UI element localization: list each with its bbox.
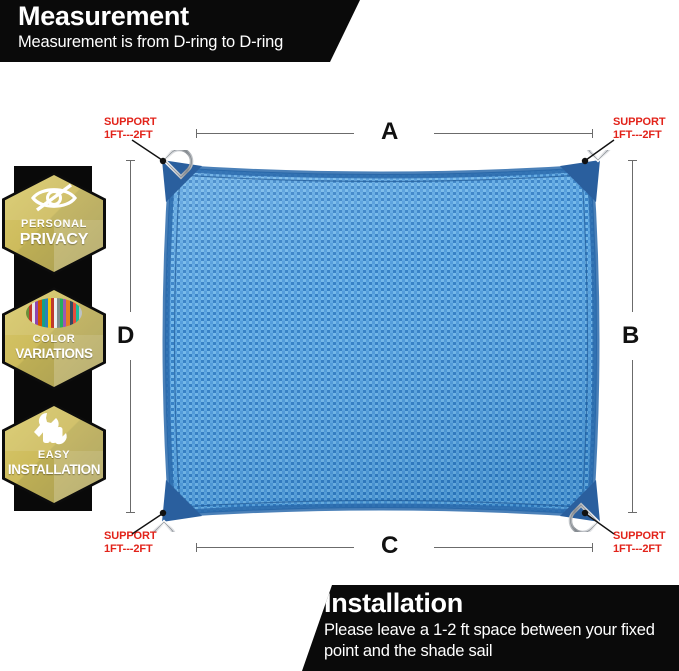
badge-personal-privacy: PERSONAL PRIVACY xyxy=(2,172,106,275)
dimension-line-b-top xyxy=(632,160,633,312)
dimension-label-c: C xyxy=(381,532,399,559)
measurement-title: Measurement xyxy=(18,1,189,31)
dimension-line-a-left xyxy=(196,133,354,134)
measurement-banner: Measurement Measurement is from D-ring t… xyxy=(0,0,360,62)
badge-big-label: INSTALLATION xyxy=(7,462,101,477)
support-leader-bottom-left xyxy=(131,509,167,535)
eye-slash-icon xyxy=(2,178,106,218)
support-callout-top-right: SUPPORT 1FT---2FT xyxy=(613,116,666,141)
support-line-2: 1FT---2FT xyxy=(613,542,662,555)
installation-banner: Installation Please leave a 1-2 ft space… xyxy=(302,585,679,671)
support-line-2: 1FT---2FT xyxy=(613,128,662,141)
dimension-label-b: B xyxy=(622,322,640,349)
dimension-line-d-bottom xyxy=(130,360,131,512)
dimension-cap xyxy=(126,160,135,161)
badge-easy-installation: EASY INSTALLATION xyxy=(2,403,106,506)
dimension-cap xyxy=(592,129,593,138)
badge-big-label: VARIATIONS xyxy=(15,346,93,361)
hand-wrench-icon xyxy=(2,409,106,449)
shade-sail-image xyxy=(144,130,618,552)
dimension-label-a: A xyxy=(381,118,399,145)
support-line-2: 1FT---2FT xyxy=(104,128,153,141)
color-stripes-icon xyxy=(2,293,106,333)
dimension-cap xyxy=(126,512,135,513)
dimension-cap xyxy=(628,512,637,513)
dimension-label-d: D xyxy=(117,322,135,349)
dimension-line-c-left xyxy=(196,547,354,548)
dimension-cap xyxy=(592,543,593,552)
support-line-1: SUPPORT xyxy=(613,116,666,128)
support-line-1: SUPPORT xyxy=(104,116,157,128)
dimension-cap xyxy=(628,160,637,161)
support-callout-bottom-right: SUPPORT 1FT---2FT xyxy=(613,530,666,555)
dimension-line-b-bottom xyxy=(632,360,633,512)
badge-small-label: COLOR xyxy=(32,333,76,345)
support-leader-top-left xyxy=(131,139,167,165)
support-line-1: SUPPORT xyxy=(104,530,157,542)
support-leader-top-right xyxy=(581,139,615,165)
support-callout-top-left: SUPPORT 1FT---2FT xyxy=(104,116,157,141)
badge-small-label: EASY xyxy=(37,449,71,461)
badge-color-variations: COLOR VARIATIONS xyxy=(2,287,106,390)
measurement-subtitle: Measurement is from D-ring to D-ring xyxy=(18,33,284,51)
badge-small-label: PERSONAL xyxy=(21,218,87,230)
support-callout-bottom-left: SUPPORT 1FT---2FT xyxy=(104,530,157,555)
dimension-line-d-top xyxy=(130,160,131,312)
installation-title: Installation xyxy=(324,588,463,618)
dimension-line-c-right xyxy=(434,547,592,548)
dimension-cap xyxy=(196,543,197,552)
badge-big-label: PRIVACY xyxy=(19,231,89,248)
support-leader-bottom-right xyxy=(581,509,615,535)
dimension-line-a-right xyxy=(434,133,592,134)
support-line-2: 1FT---2FT xyxy=(104,542,153,555)
installation-subtitle: Please leave a 1-2 ft space between your… xyxy=(324,621,655,660)
support-line-1: SUPPORT xyxy=(613,530,666,542)
dimension-cap xyxy=(196,129,197,138)
